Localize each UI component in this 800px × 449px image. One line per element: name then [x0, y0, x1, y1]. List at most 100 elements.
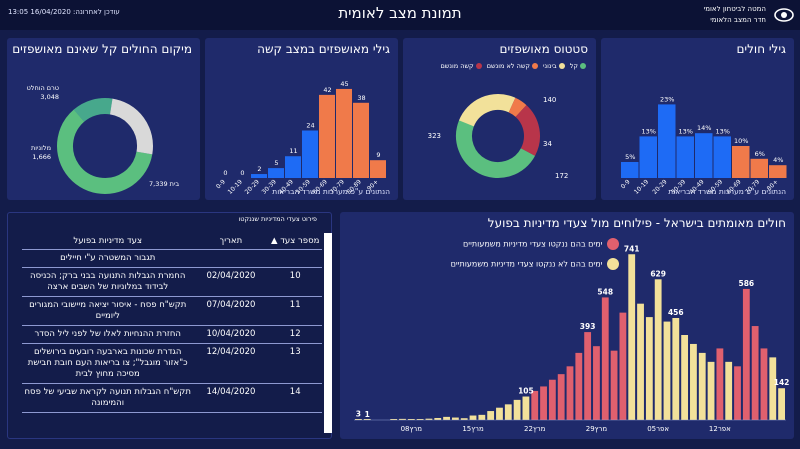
tick-label: 20-29 — [244, 178, 261, 195]
data-label: 1 — [365, 410, 370, 419]
bar-ages-20-29 — [658, 104, 676, 178]
panel-title: גילי מאושפזים במצב קשה — [257, 42, 390, 56]
bar-day-10 — [443, 416, 450, 420]
bar-day-29 — [610, 350, 618, 420]
bar-label: 13% — [716, 127, 730, 135]
bar-day-15 — [487, 411, 495, 420]
x-tick-label: מרץ29 — [586, 425, 608, 433]
bar-day-44 — [742, 288, 750, 420]
bar-label: 23% — [660, 95, 674, 103]
bar-day-16 — [496, 407, 503, 420]
legend-item: קשה לא מונשם — [487, 62, 539, 70]
slice-label: 140 — [543, 96, 556, 104]
bar-day-14 — [478, 414, 486, 420]
bar-day-25 — [575, 352, 583, 420]
bar-severe-20-29 — [251, 174, 267, 178]
table-row[interactable]: 14 14/04/2020 תקש"ח הגבלות תנועה לקראת שבי… — [22, 383, 322, 413]
panel-title: מיקום החולים קל שאינם מאושפזים — [12, 42, 192, 56]
slice-label: 34 — [543, 140, 552, 148]
legend-item: קשה מונשם — [440, 62, 482, 70]
bar-day-7 — [416, 419, 424, 420]
bar-label: 5% — [625, 153, 635, 161]
bar-day-35 — [663, 321, 671, 420]
step-number: 11 — [268, 296, 322, 326]
bar-day-6 — [407, 419, 415, 420]
bar-day-33 — [645, 317, 653, 420]
table-row[interactable]: 10 02/04/2020 החמרת הגבלות התנועה בבני ברק… — [22, 267, 322, 297]
legend-label: קשה מונשם — [440, 62, 474, 70]
bar-severe-80-89 — [353, 102, 369, 178]
data-label: 741 — [624, 244, 640, 253]
bar-label: 4% — [773, 156, 783, 164]
policy-caption: פירוט צעדי המדיניות שננקטו — [238, 215, 317, 223]
donut-slice-טרם הוחלט — [57, 98, 153, 194]
data-label: 456 — [668, 308, 684, 317]
patient-ages-chart: 5%0-913%10-1923%20-2913%30-3914%40-4913%… — [620, 95, 787, 196]
step-number: 10 — [268, 267, 322, 297]
bar-label: 38 — [357, 94, 365, 102]
bar-day-21 — [540, 386, 547, 420]
bar-label: 24 — [306, 122, 314, 130]
slice-label-hotels: מלוניות — [31, 144, 51, 152]
legend-yellow-dot — [607, 258, 619, 270]
table-row[interactable]: 12 10/04/2020 החזרת ההנחיות לאלו של לפני ל… — [22, 325, 322, 344]
legend-item: בינוני — [543, 62, 565, 70]
bar-day-8 — [425, 418, 433, 420]
bar-day-0 — [355, 419, 362, 420]
donut-slice-בינוני — [456, 93, 540, 178]
table-row[interactable]: 11 07/04/2020 תקש"ח פסח - איסור יציאה מייש… — [22, 296, 322, 326]
slice-label-home: בית 7,339 — [149, 180, 179, 188]
eye-logo-icon — [774, 8, 794, 22]
bar-day-24 — [566, 366, 574, 420]
bar-label: 13% — [679, 127, 693, 135]
bar-day-28 — [601, 297, 609, 420]
table-row[interactable]: 13 12/04/2020 הגדרת שכונות בארבעה רובעים ב… — [22, 343, 322, 384]
slice-value-undecided: 3,048 — [40, 93, 59, 101]
cases-bar-chart: 3 1 105 393 548 741 629 456 586 142 מרץ08 מרץ15 מרץ2… — [354, 244, 790, 433]
header-measure[interactable]: צעד מדיניות בפועל — [22, 233, 194, 250]
bar-label: 9 — [376, 151, 380, 159]
bar-severe-50-59 — [302, 130, 318, 178]
bar-day-48 — [778, 388, 785, 420]
data-label: 548 — [597, 287, 613, 296]
step-number: 13 — [268, 343, 322, 384]
bar-severe-40-49 — [285, 156, 301, 178]
bar-day-37 — [681, 335, 689, 420]
severe-ages-panel: גילי מאושפזים במצב קשה 0 0-9 0 10-19 2 20-29 5… — [205, 38, 398, 200]
step-date: 12/04/2020 — [193, 343, 269, 384]
tick-label: 0-9 — [620, 178, 632, 190]
step-measure: החמרת הגבלות התנועה בבני ברק; הכניסה לבי… — [22, 267, 194, 297]
legend-dot — [558, 63, 565, 69]
data-label: 142 — [774, 378, 790, 387]
legend-no-policy: ימים בהם לא ננקטו צעדי מדיניות משמעותיים — [451, 258, 619, 270]
page-title: תמונת מצב לאומית — [338, 4, 462, 22]
policy-scrollbar[interactable] — [324, 233, 332, 433]
bar-day-41 — [716, 348, 724, 420]
bar-day-32 — [637, 303, 644, 420]
bar-day-20 — [531, 390, 539, 420]
bar-label: 10% — [734, 137, 748, 145]
table-row[interactable]: תגבור המשטרה ע"י חיילים — [22, 249, 322, 268]
bar-label: 0 — [240, 169, 244, 177]
bar-day-1 — [363, 419, 371, 420]
bar-label: 45 — [340, 80, 348, 88]
status-donut-chart: 323 172 34 140 — [428, 93, 568, 180]
header-date[interactable]: תאריך — [193, 233, 269, 250]
bar-day-13 — [469, 415, 477, 420]
bar-label: 42 — [323, 86, 331, 94]
legend-no-policy-label: ימים בהם לא ננקטו צעדי מדיניות משמעותיים — [450, 259, 603, 269]
slice-label: 172 — [555, 172, 568, 180]
bar-day-23 — [557, 374, 565, 420]
x-tick-label: אפר05 — [647, 425, 669, 433]
bar-day-27 — [593, 346, 600, 420]
step-measure: החזרת ההנחיות לאלו של לפני ליל הסדר — [22, 325, 194, 344]
bar-severe-70-79 — [336, 88, 352, 178]
bar-day-40 — [707, 361, 715, 420]
panel-title: חולים מאומתים בישראל - פילוחים מול צעדי … — [487, 216, 786, 230]
header-step-number[interactable]: מספר צעד ▲ — [268, 233, 322, 250]
legend-dot — [475, 63, 482, 69]
slice-label-undecided: טרם הוחלט — [27, 84, 59, 92]
step-date: 02/04/2020 — [193, 267, 269, 297]
donut-slice-מלוניות — [57, 98, 153, 194]
